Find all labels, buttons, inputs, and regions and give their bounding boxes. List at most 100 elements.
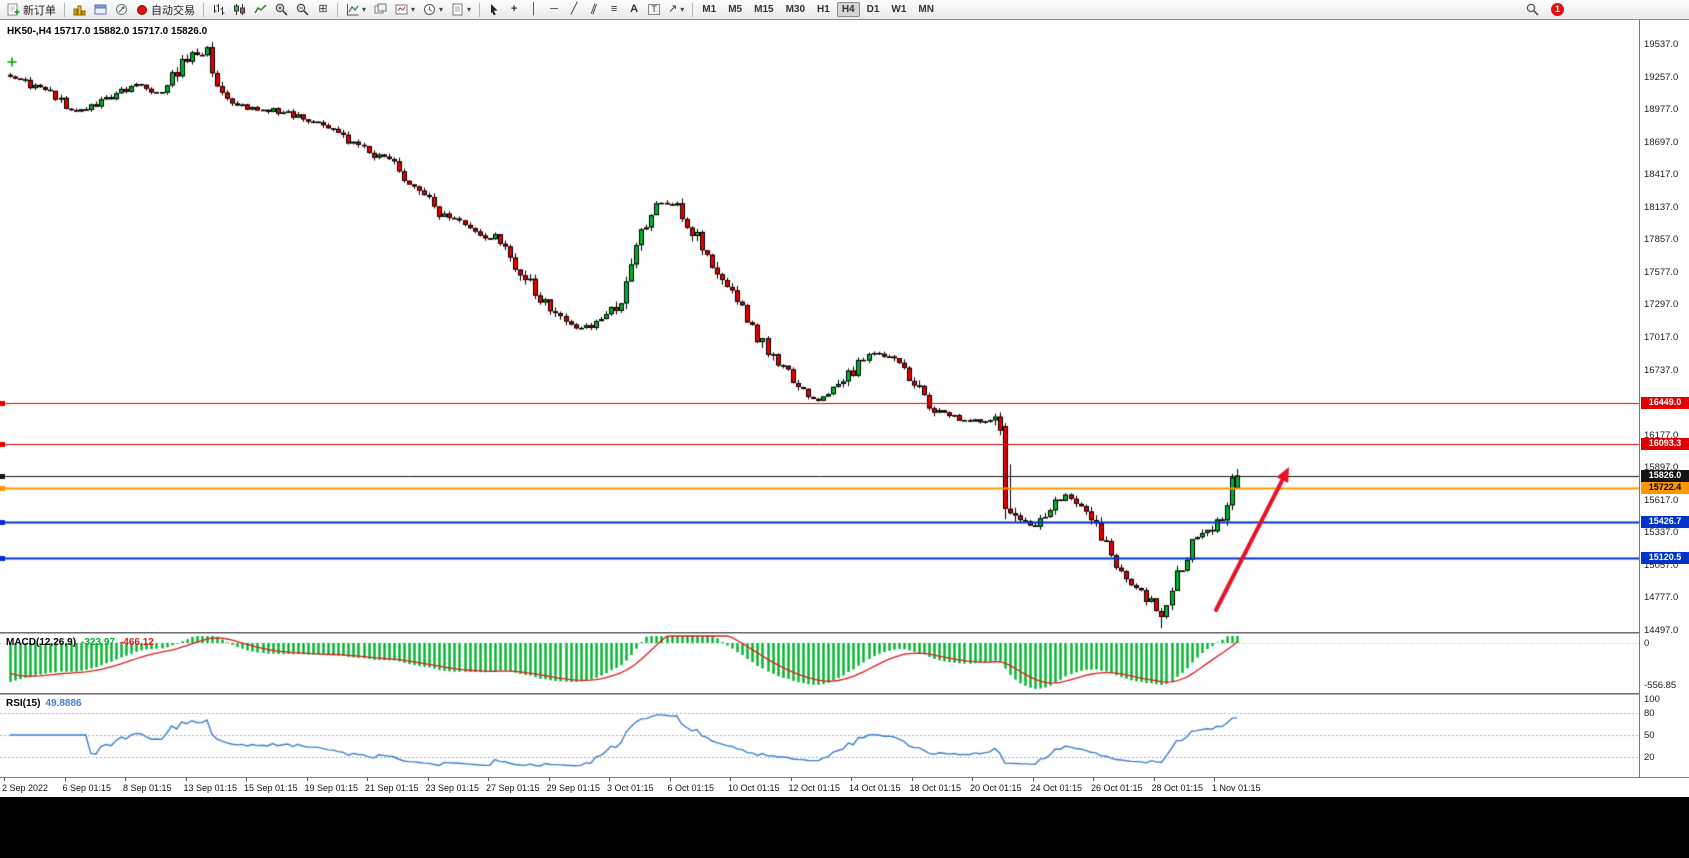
panel-splitter[interactable] (0, 693, 1689, 695)
market-watch-button[interactable] (69, 1, 90, 18)
chevron-down-icon: ▾ (439, 5, 444, 14)
price-tick-label: 15337.0 (1644, 527, 1679, 539)
zoom-out-icon (296, 3, 309, 16)
time-label: 29 Sep 01:15 (546, 783, 601, 793)
autotrading-icon (136, 4, 148, 16)
chevron-down-icon: ▾ (680, 5, 685, 14)
timeframe-button-h1[interactable]: H1 (812, 2, 835, 17)
objects-list-icon (374, 3, 387, 16)
objects-list-button[interactable] (370, 1, 391, 18)
timeframe-button-m5[interactable]: M5 (723, 2, 747, 17)
zoom-in-button[interactable] (271, 1, 292, 18)
time-label: 20 Oct 01:15 (970, 783, 1022, 793)
time-label: 14 Oct 01:15 (849, 783, 901, 793)
timeframe-button-m30[interactable]: M30 (781, 2, 810, 17)
price-tick-label: 17577.0 (1644, 266, 1679, 278)
price-tick-label: 17857.0 (1644, 234, 1679, 246)
time-tick (548, 778, 550, 781)
new-chart-icon (395, 3, 408, 16)
arrows-button[interactable]: ↗ ▾ (664, 1, 688, 18)
indicators-button[interactable]: ▾ (342, 1, 370, 18)
time-tick (306, 778, 308, 781)
timeframe-button-mn[interactable]: MN (913, 2, 939, 17)
macd-value-signal: -466.12 (119, 637, 154, 648)
zoom-out-button[interactable] (292, 1, 313, 18)
timeframe-button-d1[interactable]: D1 (862, 2, 885, 17)
time-label: 13 Sep 01:15 (183, 783, 238, 793)
time-tick (669, 778, 671, 781)
trendline-button[interactable]: ╱ (564, 1, 584, 18)
chevron-down-icon: ▾ (411, 5, 416, 14)
fibonacci-button[interactable]: ≡ (604, 1, 624, 18)
panel-splitter[interactable] (0, 632, 1689, 634)
channel-icon: ∥ (589, 2, 599, 16)
chart-bars-icon (212, 3, 225, 16)
price-axis[interactable]: 19537.0 19257.0 18977.0 18697.0 18417.0 18137… (1639, 20, 1689, 777)
time-tick (972, 778, 973, 781)
indicator-axis-label: 20 (1644, 751, 1655, 763)
text-button[interactable]: A (624, 1, 644, 18)
timeframe-button-h4[interactable]: H4 (836, 2, 860, 17)
price-tick-label: 18137.0 (1644, 201, 1679, 213)
crosshair-button[interactable]: + (504, 1, 524, 18)
templates-button[interactable]: ▾ (447, 1, 475, 18)
macd-panel[interactable] (0, 634, 1639, 693)
cursor-button[interactable] (484, 1, 504, 18)
rsi-label: RSI(15) 49.8886 (6, 698, 87, 709)
time-label: 28 Oct 01:15 (1151, 783, 1204, 793)
new-order-button[interactable]: 新订单 (3, 1, 60, 18)
vertical-line-button[interactable]: │ (524, 1, 544, 18)
text-icon: A (630, 3, 639, 15)
chevron-down-icon: ▾ (467, 5, 472, 14)
price-tick-label: 18417.0 (1644, 169, 1679, 181)
timeframe-button-m15[interactable]: M15 (749, 2, 778, 17)
chart-line-button[interactable] (250, 1, 271, 18)
period-button[interactable]: ▾ (419, 1, 447, 18)
rsi-panel[interactable] (0, 695, 1639, 777)
time-tick (730, 778, 731, 781)
price-tick-label: 16737.0 (1644, 364, 1679, 376)
tile-windows-button[interactable]: ⊞ (313, 1, 333, 18)
arrows-icon: ↗ (668, 3, 678, 15)
time-tick (1214, 778, 1215, 781)
time-label: 6 Oct 01:15 (667, 783, 715, 793)
autotrading-button[interactable]: 自动交易 (132, 1, 199, 18)
time-axis[interactable]: 2 Sep 2022 6 Sep 01:15 8 Sep 01:15 13 Sep 0… (0, 777, 1689, 797)
timeframe-button-m1[interactable]: M1 (697, 2, 721, 17)
new-chart-button[interactable]: ▾ (391, 1, 419, 18)
label-button[interactable]: T (644, 1, 664, 18)
time-label: 24 Oct 01:15 (1030, 783, 1083, 793)
time-label: 10 Oct 01:15 (728, 783, 780, 793)
toolbar-separator (64, 2, 65, 17)
time-tick (790, 778, 792, 781)
rsi-name: RSI(15) (6, 698, 41, 709)
chart-candles-icon (233, 3, 246, 16)
price-level-badge: 15722.4 (1641, 481, 1689, 494)
rsi-value: 49.8886 (45, 698, 82, 709)
price-level-badge: 15426.7 (1641, 515, 1689, 528)
chart-bars-button[interactable] (208, 1, 229, 18)
indicator-axis-label: 50 (1644, 730, 1655, 741)
price-tick-label: 15617.0 (1644, 494, 1679, 506)
macd-value-main: -323.97 (81, 637, 115, 648)
time-tick (427, 778, 429, 781)
chevron-down-icon: ▾ (362, 5, 367, 14)
price-level-badge: 15120.5 (1641, 551, 1689, 564)
search-button[interactable] (1522, 1, 1543, 18)
navigator-button[interactable] (111, 1, 132, 18)
toolbar-separator (692, 2, 694, 17)
notification-badge[interactable]: 1 (1551, 3, 1564, 16)
chart-candles-button[interactable] (229, 1, 250, 18)
clock-icon (423, 3, 436, 16)
horizontal-line-button[interactable]: ─ (544, 1, 564, 18)
time-tick (1032, 778, 1034, 781)
indicator-axis-label: 80 (1644, 708, 1655, 720)
data-window-icon (94, 3, 107, 16)
data-window-button[interactable] (90, 1, 111, 18)
time-tick (488, 778, 489, 781)
channel-button[interactable]: ∥ (584, 1, 604, 18)
templates-icon (451, 3, 464, 16)
main-price-chart[interactable] (0, 20, 1639, 632)
timeframe-button-w1[interactable]: W1 (886, 2, 911, 17)
